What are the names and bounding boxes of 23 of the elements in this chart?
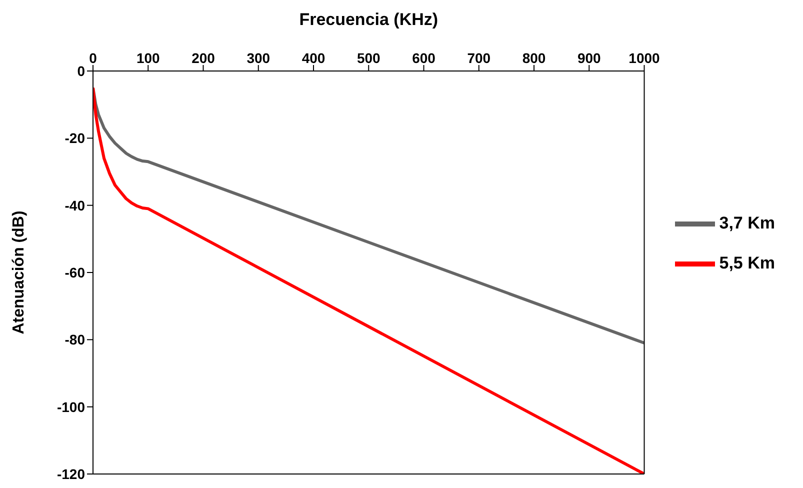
y-tick-label: -20 — [64, 130, 86, 146]
x-tick-label: 500 — [356, 50, 381, 66]
x-tick-label: 100 — [136, 50, 160, 66]
legend-label: 3,7 Km — [719, 213, 775, 232]
y-tick-label: -100 — [56, 398, 86, 415]
legend-label: 5,5 Km — [719, 253, 775, 272]
x-tick-label: 800 — [522, 50, 546, 66]
y-axis-title: Atenuación (dB) — [10, 210, 28, 334]
x-tick-label: 700 — [467, 50, 491, 66]
x-tick-label: 1000 — [628, 50, 660, 66]
x-tick-label: 900 — [577, 50, 602, 66]
y-tick-label: 0 — [77, 62, 86, 79]
y-tick-label: -80 — [64, 332, 86, 348]
x-tick-label: 600 — [412, 50, 436, 66]
x-tick-label: 400 — [302, 50, 326, 66]
y-tick-label: -120 — [56, 466, 86, 482]
x-tick-label: 300 — [246, 50, 270, 66]
x-axis-title: Frecuencia (KHz) — [299, 10, 438, 30]
line-series — [93, 86, 644, 345]
y-tick-label: -60 — [64, 264, 86, 280]
y-tick-label: -40 — [64, 197, 86, 214]
x-tick-label: 0 — [89, 50, 98, 66]
x-tick-label: 200 — [192, 50, 216, 66]
